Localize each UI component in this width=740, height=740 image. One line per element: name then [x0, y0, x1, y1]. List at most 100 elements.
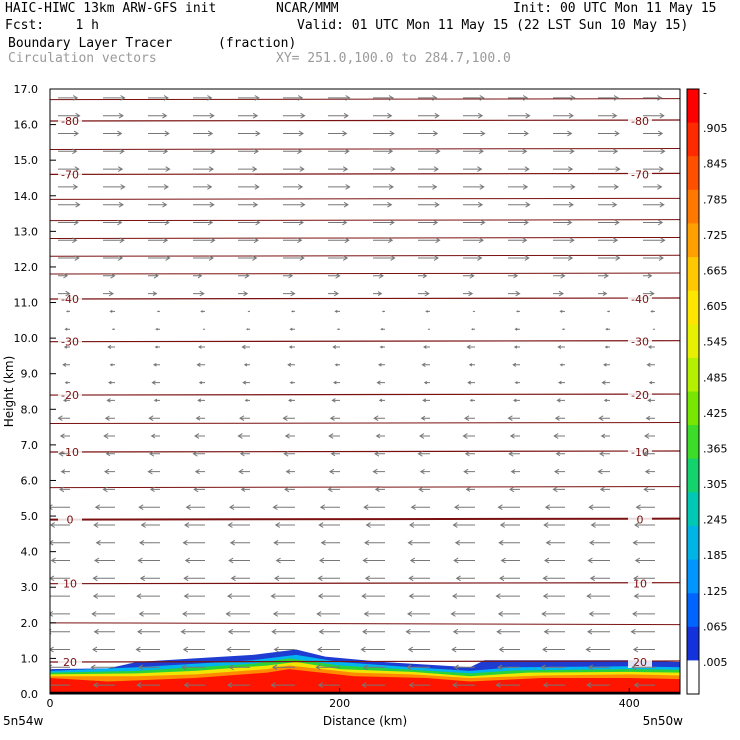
- y-tick-label: 15.0: [14, 154, 39, 167]
- circulation-vector: [450, 611, 475, 617]
- circulation-vector: [111, 328, 115, 331]
- circulation-vector: [373, 148, 394, 155]
- circulation-vector: [516, 310, 520, 313]
- circulation-vector: [332, 344, 340, 350]
- temperature-contour: [50, 148, 680, 150]
- circulation-vector: [50, 664, 70, 671]
- circulation-vector: [135, 646, 160, 653]
- circulation-vector: [542, 646, 565, 653]
- circulation-vector: [154, 345, 160, 349]
- circulation-vector: [103, 290, 114, 297]
- circulation-vector: [644, 468, 655, 475]
- circulation-vector: [58, 148, 78, 155]
- circulation-vector: [328, 130, 348, 137]
- circulation-vector: [418, 112, 440, 119]
- circulation-vector: [227, 628, 250, 635]
- circulation-vector: [508, 219, 529, 226]
- circulation-vector: [586, 682, 610, 688]
- circulation-vector: [598, 415, 610, 422]
- circulation-vector: [405, 628, 430, 635]
- circulation-vector: [407, 646, 430, 653]
- circulation-vector: [463, 112, 484, 119]
- circulation-vector: [238, 201, 259, 208]
- circulation-vector: [558, 380, 565, 385]
- contour-label-left: -20: [61, 389, 79, 402]
- circulation-vector: [632, 539, 655, 546]
- circulation-vector: [463, 184, 485, 190]
- circulation-vector: [50, 575, 70, 582]
- contour-label-bg: [628, 389, 652, 402]
- circulation-vector: [193, 166, 214, 172]
- circulation-vector: [244, 398, 250, 402]
- circulation-vector: [283, 201, 306, 208]
- circulation-vector: [192, 450, 205, 457]
- circulation-vector: [543, 522, 565, 528]
- circulation-vector: [334, 309, 340, 313]
- circulation-vector: [427, 328, 430, 331]
- circulation-vector: [136, 682, 160, 688]
- circulation-vector: [599, 486, 610, 493]
- circulation-vector: [453, 664, 475, 671]
- circulation-vector: [508, 184, 529, 190]
- temperature-contour: [50, 254, 680, 257]
- circulation-vector: [644, 433, 655, 439]
- circulation-vector: [552, 486, 565, 493]
- circulation-vector: [418, 148, 441, 155]
- circulation-vector: [193, 486, 205, 493]
- circulation-vector: [94, 557, 115, 564]
- colorbar-swatch: [687, 357, 699, 392]
- circulation-vector: [408, 593, 430, 599]
- circulation-vector: [58, 237, 78, 244]
- circulation-vector: [648, 345, 655, 349]
- circulation-vector: [194, 468, 205, 475]
- circulation-vector: [557, 344, 565, 350]
- colorbar-label: .725: [703, 229, 728, 242]
- circulation-vector: [467, 380, 475, 385]
- circulation-vector: [63, 345, 70, 349]
- circulation-vector: [374, 486, 385, 493]
- circulation-vector: [137, 664, 160, 671]
- circulation-vector: [451, 646, 475, 653]
- colorbar-swatch: [687, 492, 699, 527]
- circulation-vector: [237, 433, 250, 439]
- circulation-vector: [643, 486, 655, 493]
- contour-label-left: 0: [67, 514, 74, 527]
- circulation-vector: [331, 398, 340, 403]
- contour-label-right: -70: [631, 168, 649, 181]
- circulation-vector: [463, 290, 474, 297]
- colorbar-swatch: [687, 626, 699, 661]
- circulation-vector: [103, 130, 123, 137]
- colorbar-label: .185: [703, 549, 728, 562]
- circulation-vector: [418, 237, 441, 244]
- circulation-vector: [630, 628, 655, 635]
- colorbar-swatch: [687, 290, 699, 325]
- temperature-contour: [50, 422, 680, 425]
- circulation-vector: [543, 628, 565, 635]
- circulation-vector: [227, 522, 250, 528]
- circulation-vector: [103, 112, 124, 119]
- temperature-contour: [50, 517, 680, 521]
- circulation-vector: [283, 184, 304, 190]
- circulation-vector: [598, 255, 621, 261]
- circulation-vector: [514, 327, 520, 331]
- circulation-vector: [202, 328, 205, 331]
- circulation-vector: [499, 575, 520, 582]
- circulation-vector: [361, 682, 385, 688]
- circulation-vector: [148, 95, 169, 101]
- circulation-vector: [598, 237, 619, 244]
- temperature-contour: [50, 486, 680, 489]
- circulation-vector: [193, 255, 214, 261]
- circulation-vector: [598, 95, 619, 101]
- circulation-vector: [471, 328, 475, 331]
- circulation-vector: [103, 201, 124, 208]
- y-tick-label: 16.0: [14, 119, 39, 132]
- circulation-vector: [632, 646, 655, 653]
- contour-label-bg: [58, 446, 82, 458]
- temperature-contour: [50, 622, 680, 626]
- circulation-vector: [238, 95, 260, 101]
- temperature-contour: [50, 582, 680, 585]
- contour-label-left: -10: [61, 446, 79, 459]
- right-endpoint-label: 5n50w: [643, 714, 684, 728]
- circulation-vector: [373, 95, 394, 101]
- circulation-vector: [508, 148, 528, 155]
